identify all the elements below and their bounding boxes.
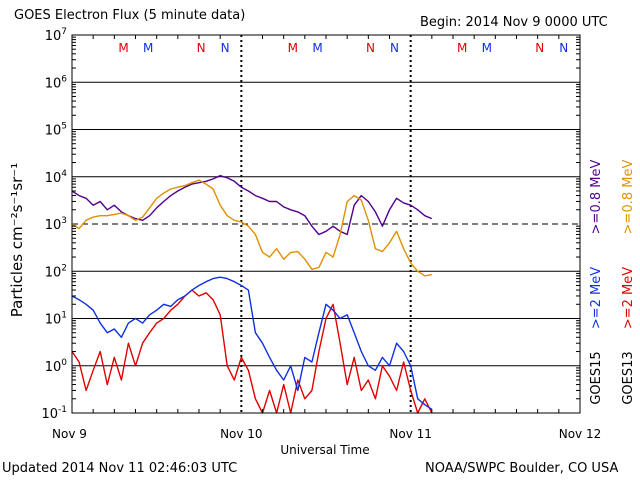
orbit-marker: M: [118, 41, 128, 55]
orbit-marker: M: [482, 41, 492, 55]
legend-entry: >=2 MeV: [621, 267, 636, 329]
orbit-marker: M: [457, 41, 467, 55]
updated-timestamp: Updated 2014 Nov 11 02:46:03 UTC: [2, 461, 238, 476]
series-line-goes13-0-8-mev: [71, 179, 432, 277]
source-credit: NOAA/SWPC Boulder, CO USA: [425, 461, 619, 476]
orbit-marker: M: [143, 41, 153, 55]
chart-title: GOES Electron Flux (5 minute data): [14, 8, 246, 23]
orbit-marker: N: [197, 41, 206, 55]
series-line-goes15-0-8-mev: [71, 174, 433, 236]
orbit-marker: N: [366, 41, 375, 55]
orbit-marker: N: [559, 41, 568, 55]
x-tick-label: Nov 12: [559, 427, 602, 441]
legend-entry: >=2 MeV: [589, 267, 604, 329]
y-tick-label: 105: [45, 122, 67, 139]
begin-label: Begin: 2014 Nov 9 0000 UTC: [420, 15, 608, 30]
y-tick-label: 107: [45, 27, 67, 44]
legend-entry: >=0.8 MeV: [589, 160, 604, 235]
y-axis-label: Particles cm⁻²s⁻¹sr⁻¹: [8, 163, 26, 317]
y-tick-label: 10-1: [41, 405, 67, 422]
y-tick-label: 106: [45, 74, 68, 91]
x-tick-label: Nov 10: [220, 427, 263, 441]
y-tick-label: 104: [45, 169, 68, 186]
series-layer: [71, 174, 433, 414]
grid-layer: [72, 35, 580, 413]
orbit-marker: M: [288, 41, 298, 55]
series-line-goes13-2-mev: [71, 289, 433, 414]
x-tick-label: Nov 11: [389, 427, 432, 441]
y-tick-label: 103: [45, 216, 67, 233]
legend-entry: GOES13: [621, 351, 636, 404]
x-tick-label: Nov 9: [52, 427, 87, 441]
legend: >=0.8 MeV >=0.8 MeV >=2 MeV >=2 MeV GOES13 GO…: [589, 160, 636, 405]
series-line-goes15-2-mev: [71, 276, 433, 410]
y-tick-label: 102: [45, 263, 67, 280]
x-tick-layer: Nov 9 Nov 10 Nov 11 Nov 12: [52, 35, 601, 441]
legend-entry: GOES15: [589, 351, 604, 404]
legend-entry: >=0.8 MeV: [621, 160, 636, 235]
orbit-marker: M: [312, 41, 322, 55]
orbit-marker: N: [535, 41, 544, 55]
y-tick-label: 101: [45, 311, 67, 328]
x-axis-label: Universal Time: [280, 443, 369, 457]
orbit-marker: N: [221, 41, 230, 55]
orbit-marker: N: [390, 41, 399, 55]
y-tick-layer: 10-1 100 101 102 103 104 105 106 107: [41, 27, 580, 422]
y-tick-label: 100: [45, 358, 68, 375]
